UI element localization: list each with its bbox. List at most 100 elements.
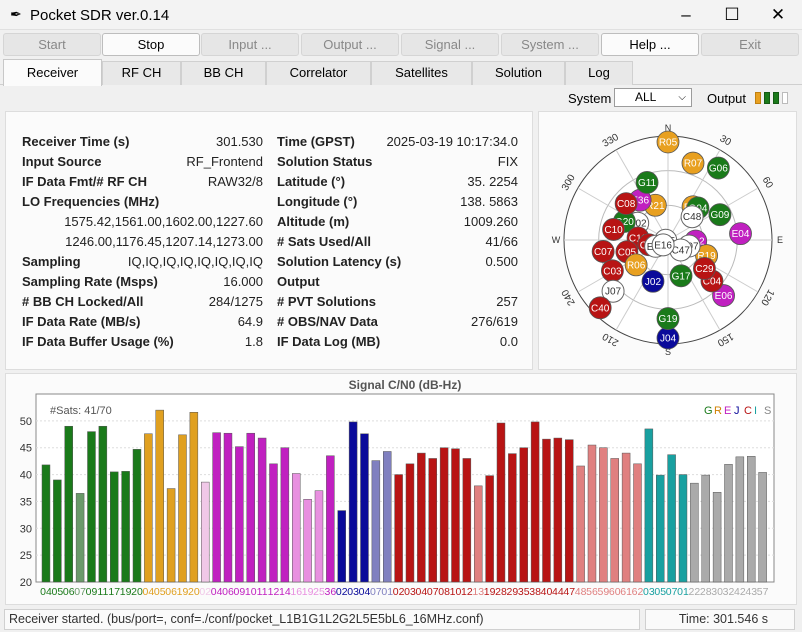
x-tick-label: 25 <box>313 586 325 598</box>
sat-label: R07 <box>684 159 703 170</box>
cn0-bar <box>712 492 722 583</box>
cn0-bar <box>405 463 415 583</box>
help-button[interactable]: Help ... <box>601 33 699 56</box>
sat-marker-g09[interactable]: G09 <box>708 203 732 227</box>
info-value: 257 <box>496 294 518 309</box>
tab-log[interactable]: Log <box>565 61 633 85</box>
sat-marker-r06[interactable]: R06 <box>624 253 648 277</box>
info-label: IF Data Buffer Usage (%) <box>22 334 174 349</box>
info-value: 1.8 <box>244 334 263 349</box>
x-tick-label: 62 <box>632 586 644 598</box>
info-value: 284/1275 <box>208 294 263 309</box>
x-tick-label: 32 <box>723 586 735 598</box>
cn0-bar <box>542 438 551 583</box>
x-tick-label: 07 <box>427 586 439 598</box>
tab-satellites[interactable]: Satellites <box>371 61 472 85</box>
info-row: 1246.00,1176.45,1207.14,1273.00 <box>6 234 534 252</box>
cn0-bar <box>530 421 540 583</box>
info-label: # OBS/NAV Data <box>277 314 378 329</box>
cn0-bar <box>314 490 324 583</box>
sat-marker-g06[interactable]: G06 <box>706 156 730 180</box>
sat-label: R05 <box>659 138 678 149</box>
exit-button[interactable]: Exit <box>701 33 799 56</box>
tab-bb-ch[interactable]: BB CH <box>181 61 266 85</box>
sat-marker-g11[interactable]: G11 <box>635 171 659 194</box>
cn0-bar <box>110 471 119 583</box>
x-tick-label: 19 <box>120 586 132 598</box>
cn0-bar <box>758 472 767 583</box>
cn0-bar <box>269 463 278 583</box>
sat-marker-c08[interactable]: C08 <box>614 192 638 216</box>
sat-marker-e16[interactable]: E16 <box>651 233 675 257</box>
stop-button[interactable]: Stop <box>102 33 200 56</box>
chart-title: Signal C/N0 (dB-Hz) <box>349 378 462 392</box>
sat-label: C40 <box>591 303 610 314</box>
sat-marker-c03[interactable]: C03 <box>601 259 624 283</box>
output-button[interactable]: Output ... <box>301 33 399 56</box>
legend-entry-r: R <box>714 405 722 417</box>
sat-marker-r05[interactable]: R05 <box>656 130 680 154</box>
chart-annotation: #Sats: 41/70 <box>50 405 112 417</box>
cn0-bar <box>383 451 392 583</box>
sat-label: E02 <box>629 219 647 230</box>
x-tick-label: 03 <box>404 586 416 598</box>
cn0-bar <box>519 447 528 583</box>
info-row: Output <box>6 274 534 292</box>
sat-marker-j02[interactable]: J02 <box>641 269 665 293</box>
signal-button[interactable]: Signal ... <box>401 33 499 56</box>
x-tick-label: 48 <box>575 586 587 598</box>
minimize-button[interactable]: – <box>681 5 691 24</box>
info-label: # PVT Solutions <box>277 294 376 309</box>
sat-marker-j04[interactable]: J04 <box>656 326 680 350</box>
tab-receiver[interactable]: Receiver <box>3 59 102 86</box>
cn0-bar <box>610 458 619 583</box>
cn0-bar <box>599 447 608 583</box>
cn0-bar <box>348 421 358 583</box>
skyplot-azimuth-label: 60 <box>760 175 775 191</box>
info-label: Solution Latency (s) <box>277 254 402 269</box>
cn0-bar <box>633 463 642 583</box>
receiver-info-panel: Receiver Time (s) 301.530 Input Source RF_F… <box>5 111 533 370</box>
system-select[interactable]: ALL ⌵ <box>614 88 692 107</box>
sat-label: C03 <box>603 266 622 277</box>
window-title: Pocket SDR ver.0.14 <box>30 7 170 24</box>
sat-circle <box>651 233 675 257</box>
x-tick-label: 28 <box>700 586 712 598</box>
close-button[interactable]: ✕ <box>770 5 786 24</box>
sat-marker-c40[interactable]: C40 <box>588 296 612 320</box>
sat-marker-c07[interactable]: C07 <box>591 240 615 263</box>
x-tick-label: 19 <box>302 586 314 598</box>
sat-label: C29 <box>695 264 714 275</box>
sat-marker-e04[interactable]: E04 <box>729 222 752 246</box>
x-tick-label: 08 <box>438 586 450 598</box>
sat-marker-g19[interactable]: G19 <box>656 307 680 330</box>
cn0-bar <box>439 447 449 583</box>
info-row: Time (GPST) 2025-03-19 10:17:34.0 <box>6 134 534 152</box>
system-button[interactable]: System ... <box>501 33 599 56</box>
info-value: 16.000 <box>223 274 263 289</box>
sat-marker-g17[interactable]: G17 <box>669 264 693 288</box>
sat-label: J04 <box>660 334 677 345</box>
cn0-bar <box>292 473 301 583</box>
sat-circle <box>706 156 730 180</box>
input-button[interactable]: Input ... <box>201 33 299 56</box>
sat-marker-c29[interactable]: C29 <box>693 257 716 280</box>
sat-marker-j07[interactable]: J07 <box>601 279 625 303</box>
feather-icon: ✒ <box>10 6 22 22</box>
x-tick-label: 28 <box>495 586 507 598</box>
sat-circle <box>624 253 648 277</box>
skyplot-cardinal: S <box>665 347 671 357</box>
sat-marker-c48[interactable]: C48 <box>680 205 704 229</box>
status-time: Time: 301.546 s <box>645 609 795 630</box>
sat-marker-r07[interactable]: R07 <box>681 151 705 175</box>
sat-marker-c10[interactable]: C10 <box>602 218 625 241</box>
x-tick-label: 04 <box>211 586 223 598</box>
x-tick-label: 04 <box>40 586 52 598</box>
start-button[interactable]: Start <box>3 33 101 56</box>
tab-correlator[interactable]: Correlator <box>266 61 371 85</box>
maximize-button[interactable]: ☐ <box>724 5 740 24</box>
info-value: 301.530 <box>216 134 263 149</box>
tab-solution[interactable]: Solution <box>472 61 565 85</box>
x-tick-label: 09 <box>86 586 98 598</box>
tab-rf-ch[interactable]: RF CH <box>102 61 181 85</box>
